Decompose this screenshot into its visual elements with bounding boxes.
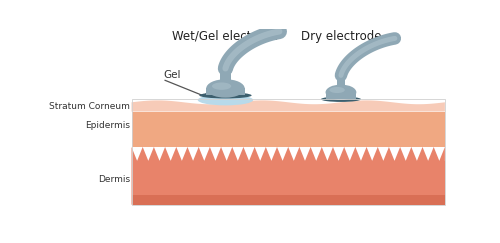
Polygon shape — [337, 75, 345, 86]
Polygon shape — [132, 195, 445, 205]
Ellipse shape — [200, 92, 252, 98]
Ellipse shape — [326, 85, 356, 100]
Ellipse shape — [198, 95, 253, 105]
Text: Epidermis: Epidermis — [85, 121, 130, 130]
Text: Wet/Gel electrode: Wet/Gel electrode — [172, 30, 279, 43]
Polygon shape — [132, 161, 445, 205]
Polygon shape — [326, 92, 356, 99]
Ellipse shape — [206, 79, 244, 98]
Polygon shape — [132, 100, 445, 112]
Ellipse shape — [321, 96, 361, 102]
Polygon shape — [132, 147, 445, 205]
Ellipse shape — [212, 82, 231, 90]
Polygon shape — [206, 88, 244, 95]
Ellipse shape — [330, 87, 345, 93]
Text: Stratum Corneum: Stratum Corneum — [49, 103, 130, 112]
Polygon shape — [132, 112, 445, 147]
Text: Gel: Gel — [164, 70, 182, 80]
Text: Dermis: Dermis — [98, 175, 130, 184]
Text: Dry electrode: Dry electrode — [300, 30, 381, 43]
Polygon shape — [220, 69, 231, 81]
